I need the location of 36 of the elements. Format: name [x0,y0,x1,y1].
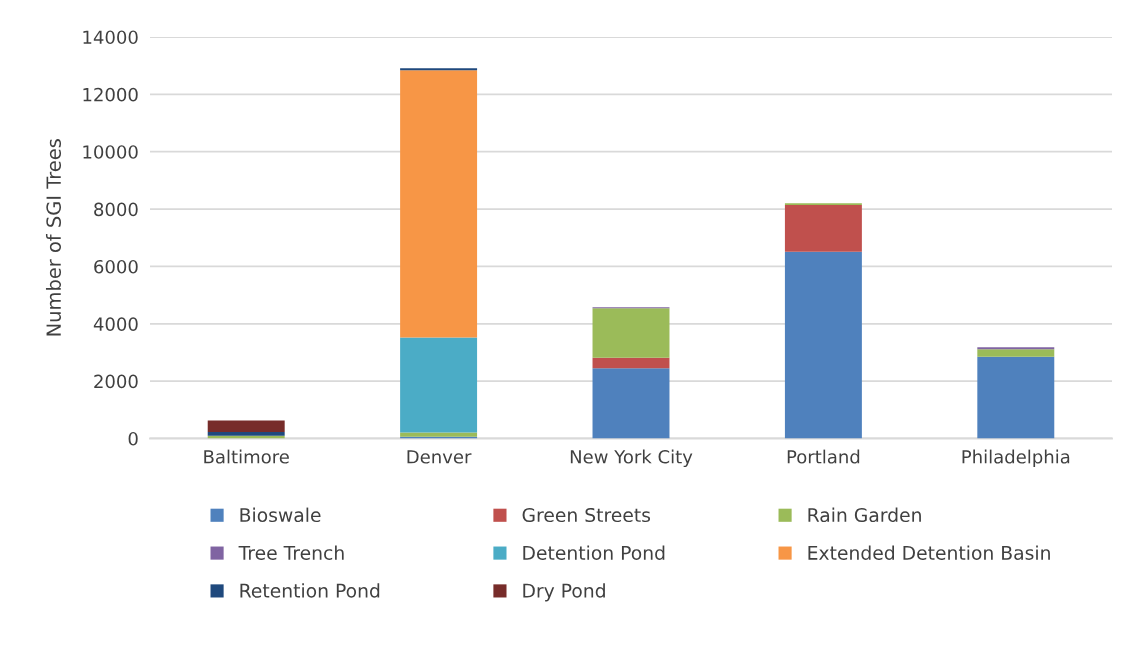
bar [592,368,670,439]
legend-label: Tree Trench [238,545,344,560]
legend-label: Green Streets [522,507,651,523]
legend-label: Retention Pond [240,583,380,598]
bar [977,349,1055,357]
y-tick-label: 8000 [94,202,138,217]
bar [977,356,1055,439]
y-tick-label: 14000 [83,30,138,45]
legend-label: Extended Detention Basin [808,545,1050,560]
bar [400,337,478,433]
x-tick-label: Philadelphia [962,449,1070,468]
y-tick-label: 6000 [94,259,138,274]
legend-label: Detention Pond [523,545,665,560]
bar [977,347,1055,350]
y-axis-title: Number of SGI Trees [45,139,62,336]
legend-label: Rain Garden [808,507,921,523]
x-tick-label: Baltimore [204,449,289,464]
y-tick-label: 10000 [83,145,138,159]
y-tick-label: 12000 [83,87,138,102]
bar [784,251,862,439]
legend-label: Dry Pond [523,583,605,602]
y-tick-label: 4000 [93,317,138,331]
bar [207,420,285,432]
x-tick-label: New York City [570,449,693,468]
bar [784,205,862,252]
x-tick-label: Portland [787,449,860,464]
y-tick-label: 2000 [94,374,138,389]
bar [400,432,478,437]
y-tick-label: 0 [128,431,138,446]
bar [207,431,285,436]
x-tick-label: Denver [407,450,472,464]
bar [592,308,670,358]
bar [400,68,478,71]
bar [400,70,478,338]
bar [592,357,670,369]
legend-label: Bioswale [240,507,321,523]
